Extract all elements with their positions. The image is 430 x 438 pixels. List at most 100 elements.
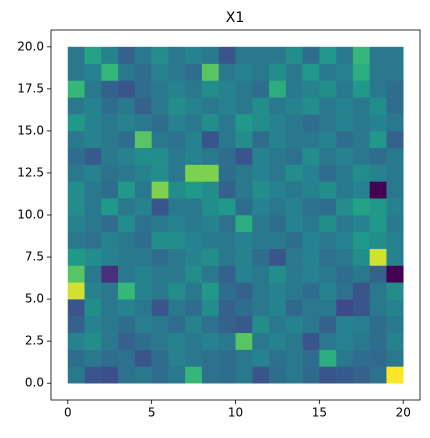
heat-cell <box>235 366 253 384</box>
heat-cell <box>118 114 136 132</box>
heat-cell <box>218 97 236 115</box>
heat-cell <box>168 231 186 249</box>
heat-cell <box>252 164 270 182</box>
heat-cell <box>84 181 102 199</box>
heat-cell <box>101 299 119 317</box>
heat-cell <box>269 215 287 233</box>
heat-cell <box>151 80 169 98</box>
heat-cell <box>269 299 287 317</box>
heat-cell <box>101 349 119 367</box>
heat-cell <box>185 265 203 283</box>
heat-cell <box>235 248 253 266</box>
heat-cell <box>201 181 220 199</box>
heat-cell <box>185 164 203 182</box>
heat-cell <box>235 80 253 98</box>
heat-cell <box>118 248 136 266</box>
heat-cell <box>134 63 152 81</box>
heat-cell <box>201 265 220 283</box>
heat-cell <box>302 366 320 384</box>
heat-cell <box>319 299 337 317</box>
heat-cell <box>168 114 186 132</box>
heat-cell <box>352 299 370 317</box>
heat-cell <box>134 147 152 165</box>
heat-cell <box>252 299 270 317</box>
heat-cell <box>101 147 119 165</box>
heat-cell <box>336 181 354 199</box>
heat-cell <box>302 147 320 165</box>
heat-cell <box>84 80 102 98</box>
heat-cell <box>118 181 136 199</box>
heat-cell <box>369 97 387 115</box>
heat-cell <box>269 97 287 115</box>
heat-cell <box>352 147 370 165</box>
heat-cell <box>235 265 253 283</box>
heat-cell <box>319 349 337 367</box>
heat-cell <box>319 198 337 216</box>
heat-cell <box>336 130 354 149</box>
heat-cell <box>118 63 136 81</box>
heat-cell <box>235 97 253 115</box>
heat-cell <box>336 97 354 115</box>
heat-cell <box>235 147 253 165</box>
heat-cell <box>118 147 136 165</box>
heat-cell <box>302 265 320 283</box>
heat-cell <box>168 97 186 115</box>
heat-cell <box>201 130 220 149</box>
heat-cell <box>302 114 320 132</box>
heat-cell <box>269 114 287 132</box>
heat-cell <box>369 215 387 233</box>
heat-cell <box>67 282 85 300</box>
heat-cell <box>302 80 320 98</box>
heat-cell <box>319 63 337 81</box>
heat-cell <box>101 46 119 64</box>
heat-cell <box>134 248 152 266</box>
heat-cell <box>252 114 270 132</box>
heat-cell <box>336 114 354 132</box>
heat-cell <box>302 46 320 64</box>
x-tick-label: 0 <box>64 406 72 420</box>
heat-cell <box>218 114 236 132</box>
heat-cell <box>101 248 119 266</box>
heat-cell <box>168 130 186 149</box>
heat-cell <box>369 46 387 64</box>
heat-cell <box>185 366 203 384</box>
heat-cell <box>118 215 136 233</box>
heat-cell <box>319 215 337 233</box>
heat-cell <box>84 198 102 216</box>
heat-cell <box>101 366 119 384</box>
heat-cell <box>218 198 236 216</box>
heat-cell <box>285 198 303 216</box>
heat-cell <box>269 315 287 334</box>
heat-cell <box>185 80 203 98</box>
heat-cell <box>269 63 287 81</box>
heat-cell <box>386 231 404 249</box>
heat-cell <box>218 299 236 317</box>
heat-cell <box>134 265 152 283</box>
heat-cell <box>118 198 136 216</box>
heat-cell <box>185 299 203 317</box>
heat-cell <box>67 80 85 98</box>
heat-cell <box>168 181 186 199</box>
heat-cell <box>201 299 220 317</box>
heat-cell <box>201 114 220 132</box>
heat-cell <box>134 130 152 149</box>
heat-cell <box>336 231 354 249</box>
heat-cell <box>352 265 370 283</box>
heat-cell <box>185 46 203 64</box>
heat-cell <box>386 366 404 384</box>
heat-cell <box>319 248 337 266</box>
heat-cell <box>67 315 85 334</box>
y-tick-label: 5.0 <box>25 292 44 306</box>
heat-cell <box>151 215 169 233</box>
heat-cell <box>84 46 102 64</box>
heat-cell <box>386 114 404 132</box>
heat-cell <box>185 63 203 81</box>
heat-cell <box>386 299 404 317</box>
heat-cell <box>134 315 152 334</box>
heat-cell <box>118 231 136 249</box>
heat-cell <box>269 248 287 266</box>
heat-cell <box>235 215 253 233</box>
heat-cell <box>336 147 354 165</box>
heat-cell <box>302 332 320 350</box>
